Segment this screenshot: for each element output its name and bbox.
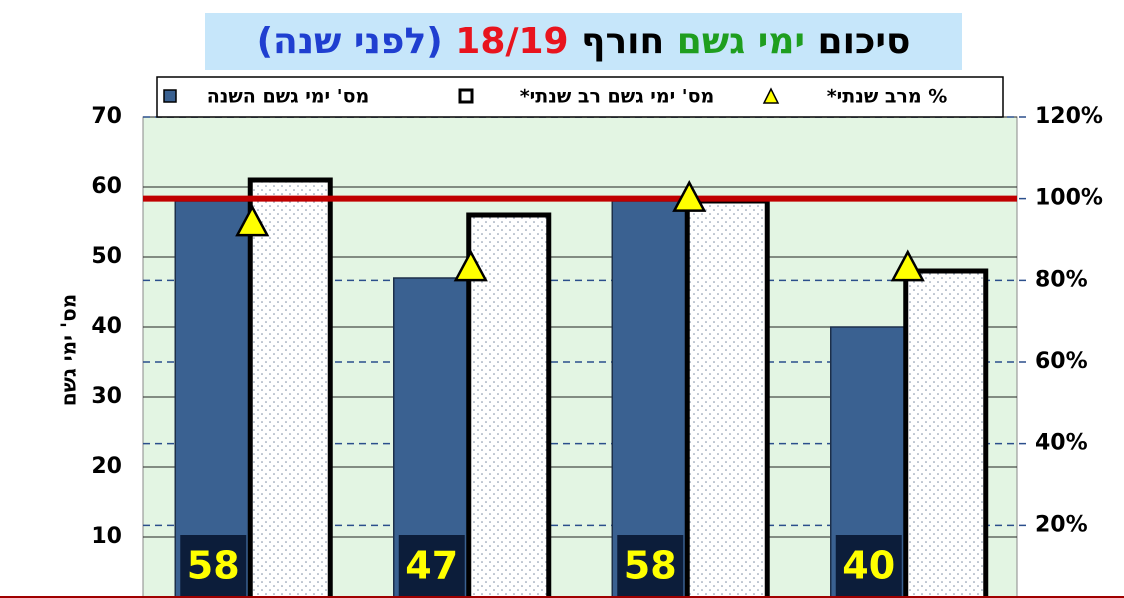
data-label-box — [835, 535, 902, 598]
y-tick-label: 30 — [91, 384, 122, 409]
marker — [453, 249, 488, 282]
y-tick-label: 70 — [91, 104, 122, 129]
bar — [174, 200, 251, 598]
y-tick-label: 10 — [91, 524, 122, 549]
y2-tick-label: 60% — [1035, 349, 1088, 374]
legend-label: % מרב שנתי* — [827, 86, 948, 108]
marker — [672, 180, 707, 212]
legend-marker — [762, 87, 780, 104]
legend-label: מס' ימי גשם השנה — [207, 86, 370, 108]
data-label: 47 — [405, 544, 458, 588]
title-part: חורף — [581, 21, 665, 62]
legend-marker — [163, 89, 177, 103]
y-tick-label: 40 — [91, 314, 122, 339]
bar — [247, 177, 333, 598]
data-label-box — [398, 535, 465, 598]
marker — [890, 249, 925, 282]
title-part: 18/19 — [455, 21, 569, 62]
y2-tick-label: 20% — [1035, 512, 1088, 537]
y2-tick-label: 40% — [1035, 431, 1088, 456]
y-axis-label: מס' ימי גשם — [57, 294, 81, 406]
y-tick-label: 60 — [91, 174, 122, 199]
chart-title: סיכום ימי גשם חורף 18/19 (לפני שנה) — [205, 13, 962, 70]
title-part: (לפני שנה) — [256, 21, 443, 62]
data-label-box — [617, 535, 684, 598]
marker — [235, 204, 270, 237]
data-label: 40 — [842, 544, 895, 588]
y2-tick-label: 80% — [1035, 267, 1088, 292]
title-part: ימי גשם — [676, 21, 805, 62]
title-part: סיכום — [817, 21, 911, 62]
y-tick-label: 50 — [91, 244, 122, 269]
bar — [684, 198, 770, 598]
bar — [903, 268, 989, 598]
legend-marker — [458, 88, 474, 104]
y2-tick-label: 120% — [1035, 104, 1103, 129]
data-label: 58 — [624, 544, 677, 588]
y-tick-label: 20 — [91, 454, 122, 479]
legend-label: מס' ימי גשם רב שנתי* — [520, 86, 715, 108]
data-label-box — [180, 535, 247, 598]
data-label: 58 — [187, 544, 240, 588]
y2-tick-label: 100% — [1035, 186, 1103, 211]
legend-box — [156, 76, 1004, 118]
